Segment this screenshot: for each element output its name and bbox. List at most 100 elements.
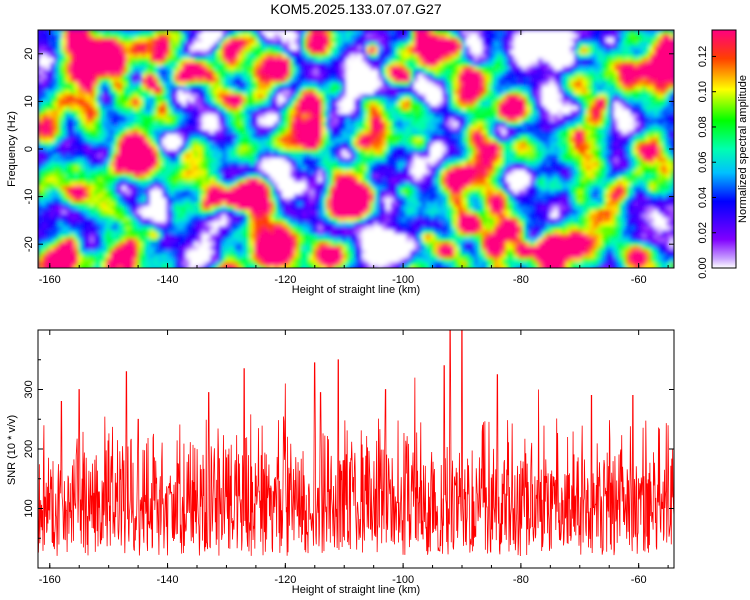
heatmap-cell [286,138,291,143]
heatmap-cell [410,146,415,151]
heatmap-cell [242,114,247,119]
heatmap-cell [518,54,523,59]
heatmap-cell [118,34,123,39]
heatmap-cell [326,102,331,107]
heatmap-cell [582,146,587,151]
heatmap-cell [514,150,519,155]
heatmap-cell [414,134,419,139]
heatmap-cell [46,50,51,55]
heatmap-cell [458,142,463,147]
heatmap-cell [46,62,51,67]
heatmap-cell [606,106,611,111]
heatmap-cell [130,50,135,55]
heatmap-cell [322,98,327,103]
heatmap-cell [150,126,155,131]
heatmap-cell [174,74,179,79]
heatmap-cell [306,122,311,127]
heatmap-cell [114,78,119,83]
heatmap-cell [302,38,307,43]
heatmap-cell [474,110,479,115]
heatmap-cell [650,110,655,115]
heatmap-cell [478,110,483,115]
heatmap-cell [658,126,663,131]
heatmap-cell [58,74,63,79]
heatmap-cell [114,138,119,143]
heatmap-cell [366,62,371,67]
heatmap-cell [338,130,343,135]
heatmap-cell [474,118,479,123]
heatmap-cell [334,98,339,103]
heatmap-cell [642,146,647,151]
heatmap-cell [486,38,491,43]
heatmap-cell [266,42,271,47]
heatmap-cell [270,50,275,55]
heatmap-cell [614,30,619,35]
heatmap-cell [566,130,571,135]
heatmap-cell [446,54,451,59]
heatmap-cell [250,78,255,83]
heatmap-cell [638,150,643,155]
heatmap-cell [358,150,363,155]
heatmap-cell [246,62,251,67]
heatmap-cell [78,30,83,35]
heatmap-cell [546,58,551,63]
heatmap-cell [458,118,463,123]
heatmap-cell [202,146,207,151]
heatmap-cell [350,46,355,51]
heatmap-cell [542,38,547,43]
heatmap-cell [178,42,183,47]
heatmap-cell [518,34,523,39]
heatmap-cell [394,82,399,87]
heatmap-cell [474,122,479,127]
heatmap-cell [374,66,379,71]
heatmap-cell [410,122,415,127]
heatmap-cell [202,30,207,35]
heatmap-cell [194,98,199,103]
heatmap-cell [162,50,167,55]
heatmap-cell [406,146,411,151]
heatmap-cell [170,138,175,143]
heatmap-cell [342,142,347,147]
heatmap-cell [150,38,155,43]
heatmap-cell [198,74,203,79]
heatmap-cell [618,66,623,71]
heatmap-cell [606,38,611,43]
heatmap-cell [498,94,503,99]
heatmap-cell [654,78,659,83]
heatmap-cell [226,110,231,115]
heatmap-cell [46,110,51,115]
heatmap-cell [526,38,531,43]
heatmap-cell [258,98,263,103]
heatmap-cell [426,94,431,99]
heatmap-cell [634,50,639,55]
heatmap-cell [274,106,279,111]
heatmap-cell [642,106,647,111]
heatmap-cell [318,54,323,59]
heatmap-cell [170,126,175,131]
heatmap-cell [198,154,203,159]
heatmap-cell [210,42,215,47]
heatmap-cell [222,154,227,159]
heatmap-cell [358,138,363,143]
heatmap-cell [442,130,447,135]
heatmap-cell [382,38,387,43]
heatmap-cell [182,150,187,155]
heatmap-cell [238,66,243,71]
heatmap-cell [134,142,139,147]
heatmap-cell [426,78,431,83]
heatmap-cell [206,74,211,79]
heatmap-cell [630,58,635,63]
heatmap-cell [622,150,627,155]
heatmap-cell [282,62,287,67]
heatmap-cell [502,90,507,95]
heatmap-cell [530,114,535,119]
heatmap-cell [162,138,167,143]
heatmap-cell [646,70,651,75]
heatmap-cell [618,50,623,55]
heatmap-cell [554,74,559,79]
heatmap-cell [326,146,331,151]
heatmap-cell [470,78,475,83]
heatmap-cell [66,82,71,87]
heatmap-cell [298,118,303,123]
heatmap-cell [582,42,587,47]
